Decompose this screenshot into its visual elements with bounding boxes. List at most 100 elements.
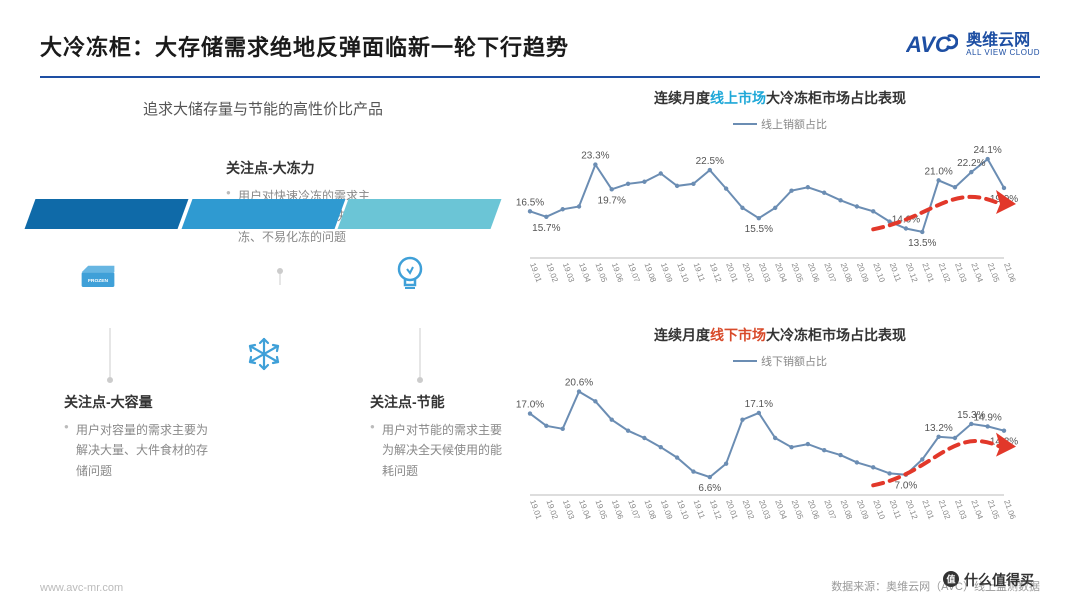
- svg-text:20.11: 20.11: [888, 499, 903, 521]
- offline-title-hl: 线下市场: [710, 327, 766, 343]
- svg-text:24.1%: 24.1%: [973, 145, 1001, 156]
- svg-text:20.05: 20.05: [790, 499, 805, 521]
- svg-text:19.07: 19.07: [626, 499, 641, 521]
- svg-text:21.05: 21.05: [986, 262, 1001, 284]
- svg-text:14.9%: 14.9%: [973, 412, 1001, 423]
- svg-text:19.02: 19.02: [544, 499, 559, 521]
- svg-text:21.04: 21.04: [969, 262, 984, 284]
- watermark: 值 什么值得买: [942, 570, 1034, 590]
- online-legend-swatch: [733, 123, 757, 125]
- svg-text:22.2%: 22.2%: [957, 158, 985, 169]
- svg-text:22.5%: 22.5%: [696, 156, 724, 167]
- svg-text:20.01: 20.01: [724, 499, 739, 521]
- svg-text:21.03: 21.03: [953, 262, 968, 284]
- svg-text:AVC: AVC: [906, 32, 952, 57]
- svg-text:21.06: 21.06: [1002, 262, 1017, 284]
- svg-text:20.02: 20.02: [741, 262, 756, 284]
- snowflake-icon: [246, 336, 282, 372]
- content-area: 追求大储存量与节能的高性价比产品 关注点-大冻力 用户对快速冷冻的需求主要为解决…: [0, 78, 1080, 578]
- offline-title-pre: 连续月度: [654, 327, 710, 343]
- offline-legend-label: 线下销额占比: [761, 353, 827, 369]
- svg-text:19.10: 19.10: [675, 499, 690, 521]
- brand-logo: AVC 奥维云网 ALL VIEW CLOUD: [906, 30, 1040, 60]
- svg-text:19.05: 19.05: [593, 262, 608, 284]
- svg-text:值: 值: [947, 574, 956, 585]
- svg-text:20.06: 20.06: [806, 499, 821, 521]
- svg-text:17.1%: 17.1%: [745, 399, 773, 410]
- svg-text:21.0%: 21.0%: [924, 166, 952, 177]
- page-title: 大冷冻柜：大存储需求绝地反弹面临新一轮下行趋势: [40, 30, 569, 62]
- svg-text:15.5%: 15.5%: [745, 224, 773, 235]
- svg-text:20.6%: 20.6%: [565, 378, 593, 389]
- svg-text:6.6%: 6.6%: [698, 483, 721, 494]
- svg-text:19.11: 19.11: [692, 262, 707, 284]
- para-1: [25, 199, 189, 229]
- para-2: [181, 199, 345, 229]
- online-title-post: 大冷冻柜市场占比表现: [766, 90, 906, 106]
- svg-text:21.04: 21.04: [969, 499, 984, 521]
- online-chart-svg: 16.5%15.7%23.3%19.7%22.5%15.5%14.0%13.5%…: [510, 114, 1020, 304]
- svg-text:19.01: 19.01: [528, 262, 543, 284]
- online-legend: 线上销额占比: [733, 116, 827, 132]
- online-chart-block: 连续月度线上市场大冷冻柜市场占比表现 线上销额占比 16.5% 15.7% 23.3…: [510, 88, 1050, 309]
- svg-text:19.05: 19.05: [593, 499, 608, 521]
- svg-text:21.01: 21.01: [920, 262, 935, 284]
- focus-capacity-body: 用户对容量的需求主要为解决大量、大件食材的存储问题: [64, 420, 214, 481]
- svg-text:20.04: 20.04: [773, 499, 788, 521]
- frozen-box-icon: FROZEN: [80, 260, 116, 296]
- svg-text:21.02: 21.02: [937, 499, 952, 521]
- svg-text:23.3%: 23.3%: [581, 151, 609, 162]
- svg-text:19.06: 19.06: [610, 262, 625, 284]
- svg-text:19.06: 19.06: [610, 499, 625, 521]
- logo-cn-text: 奥维云网: [966, 32, 1040, 50]
- logo-en-text: ALL VIEW CLOUD: [966, 49, 1040, 58]
- left-subtitle: 追求大储存量与节能的高性价比产品: [30, 98, 496, 119]
- svg-text:19.04: 19.04: [577, 499, 592, 521]
- lightbulb-icon: [392, 256, 428, 292]
- svg-text:13.5%: 13.5%: [908, 238, 936, 249]
- svg-text:20.11: 20.11: [888, 262, 903, 284]
- svg-text:20.06: 20.06: [806, 262, 821, 284]
- focus-freezing-title: 关注点-大冻力: [226, 158, 376, 178]
- svg-text:21.06: 21.06: [1002, 499, 1017, 521]
- svg-text:20.07: 20.07: [822, 499, 837, 521]
- parallelogram-row: [30, 199, 496, 229]
- svg-text:20.10: 20.10: [871, 262, 886, 284]
- svg-text:19.03: 19.03: [561, 262, 576, 284]
- svg-text:19.10: 19.10: [675, 262, 690, 284]
- online-legend-label: 线上销额占比: [761, 116, 827, 132]
- svg-text:19.01: 19.01: [528, 499, 543, 521]
- svg-text:13.2%: 13.2%: [924, 423, 952, 434]
- svg-text:20.08: 20.08: [839, 262, 854, 284]
- svg-text:20.12: 20.12: [904, 499, 919, 521]
- focus-energy: 关注点-节能 用户对节能的需求主要为解决全天候使用的能耗问题: [370, 392, 510, 481]
- online-title-pre: 连续月度: [654, 90, 710, 106]
- svg-text:20.03: 20.03: [757, 499, 772, 521]
- svg-text:16.5%: 16.5%: [516, 197, 544, 208]
- offline-title-post: 大冷冻柜市场占比表现: [766, 327, 906, 343]
- svg-text:20.03: 20.03: [757, 262, 772, 284]
- focus-energy-title: 关注点-节能: [370, 392, 510, 412]
- focus-capacity: 关注点-大容量 用户对容量的需求主要为解决大量、大件食材的存储问题: [64, 392, 214, 481]
- svg-text:19.02: 19.02: [544, 262, 559, 284]
- svg-text:21.05: 21.05: [986, 499, 1001, 521]
- svg-text:20.04: 20.04: [773, 262, 788, 284]
- svg-text:15.7%: 15.7%: [532, 223, 560, 234]
- svg-text:20.01: 20.01: [724, 262, 739, 284]
- offline-legend-swatch: [733, 360, 757, 362]
- svg-text:7.0%: 7.0%: [895, 481, 918, 492]
- svg-text:20.09: 20.09: [855, 499, 870, 521]
- online-title-hl: 线上市场: [710, 90, 766, 106]
- svg-text:20.08: 20.08: [839, 499, 854, 521]
- offline-chart-title: 连续月度线下市场大冷冻柜市场占比表现: [510, 325, 1050, 345]
- right-column: 连续月度线上市场大冷冻柜市场占比表现 线上销额占比 16.5%15.7%23.3…: [510, 88, 1050, 568]
- svg-text:19.09: 19.09: [659, 499, 674, 521]
- offline-chart-block: 连续月度线下市场大冷冻柜市场占比表现 线下销额占比 17.0%20.6%6.6%…: [510, 325, 1050, 546]
- svg-text:21.01: 21.01: [920, 499, 935, 521]
- svg-text:FROZEN: FROZEN: [88, 278, 109, 284]
- online-chart-title: 连续月度线上市场大冷冻柜市场占比表现: [510, 88, 1050, 108]
- offline-legend: 线下销额占比: [733, 353, 827, 369]
- svg-text:19.03: 19.03: [561, 499, 576, 521]
- svg-text:19.08: 19.08: [643, 262, 658, 284]
- footer-url: www.avc-mr.com: [40, 582, 123, 594]
